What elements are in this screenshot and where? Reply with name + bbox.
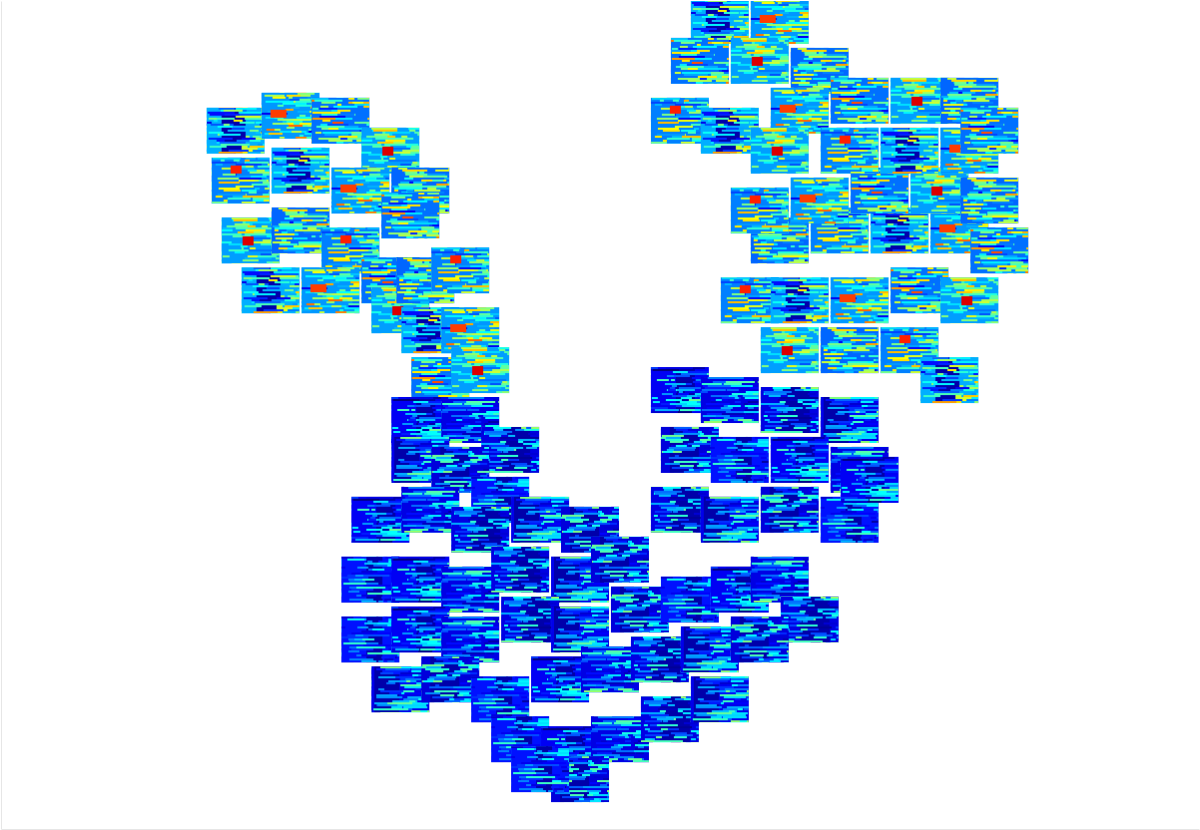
thumbnail: [701, 108, 759, 154]
thumbnail: [821, 397, 879, 443]
y-axis: [1, 2, 2, 830]
thumbnail: [711, 437, 769, 483]
thumbnail: [351, 497, 409, 543]
thumbnail: [451, 507, 509, 553]
thumbnail: [960, 108, 1018, 154]
thumbnail: [970, 227, 1028, 273]
thumbnail: [531, 656, 589, 702]
thumbnail: [581, 646, 639, 692]
thumbnail: [871, 207, 929, 253]
thumbnail: [391, 606, 449, 652]
thumbnail: [851, 168, 909, 214]
thumbnail: [511, 497, 569, 543]
thumbnail: [751, 128, 809, 174]
thumbnail: [671, 38, 729, 84]
thumbnail: [451, 347, 509, 393]
thumbnail: [731, 187, 789, 233]
thumbnail: [751, 557, 809, 603]
thumbnail: [441, 567, 499, 613]
thumbnail: [371, 666, 429, 712]
thumbnail: [301, 267, 359, 313]
thumbnail: [631, 636, 689, 682]
thumbnail: [361, 128, 419, 174]
thumbnail: [940, 277, 998, 323]
thumbnail: [401, 487, 459, 533]
thumbnail: [501, 597, 559, 643]
thumbnail: [421, 656, 479, 702]
thumbnail: [691, 676, 749, 722]
thumbnail: [272, 148, 330, 194]
thumbnail: [890, 78, 948, 124]
thumbnail: [821, 128, 879, 174]
thumbnail: [222, 217, 280, 263]
thumbnail: [920, 357, 978, 403]
plot-area: [207, 1, 1029, 802]
thumbnail: [761, 487, 819, 533]
thumbnail: [441, 307, 499, 353]
thumbnail: [771, 437, 829, 483]
thumbnail: [751, 1, 809, 44]
y-axis-line: [1, 2, 2, 830]
thumbnail: [331, 168, 389, 214]
thumbnail: [212, 158, 270, 204]
thumbnail: [681, 626, 739, 672]
thumbnail: [611, 587, 669, 633]
thumbnail: [272, 207, 330, 253]
thumbnail: [511, 746, 569, 792]
thumbnail: [691, 1, 749, 44]
thumbnail: [791, 178, 849, 224]
thumbnail: [651, 98, 709, 144]
thumbnail: [441, 616, 499, 662]
thumbnail: [431, 247, 489, 293]
thumbnail: [771, 277, 829, 323]
thumbnail: [641, 696, 699, 742]
thumbnail: [391, 397, 449, 443]
thumbnail: [821, 327, 879, 373]
thumbnail: [731, 616, 789, 662]
thumbnail: [731, 38, 789, 84]
thumbnail: [207, 108, 265, 154]
thumbnail: [821, 497, 879, 543]
thumbnail: [761, 387, 819, 433]
thumbnail: [771, 88, 829, 134]
thumbnail: [960, 178, 1018, 224]
thumbnail: [341, 616, 399, 662]
thumbnail: [661, 427, 719, 473]
thumbnail: [591, 537, 649, 583]
thumbnail: [651, 367, 709, 413]
thumbnail: [262, 93, 320, 139]
thumbnail: [721, 277, 779, 323]
thumbnail: [341, 557, 399, 603]
x-axis-line: [2, 829, 1200, 830]
thumbnail: [781, 597, 839, 643]
thumbnail: [831, 78, 889, 124]
thumbnail: [311, 98, 369, 144]
thumbnail: [381, 192, 439, 238]
thumbnail: [910, 168, 968, 214]
thumbnail: [890, 267, 948, 313]
thumbnail: [651, 487, 709, 533]
thumbnail: [841, 457, 899, 503]
thumbnail: [591, 716, 649, 762]
thumbnail: [761, 327, 819, 373]
thumbnail: [701, 377, 759, 423]
thumbnail: [551, 606, 609, 652]
thumbnail: [391, 557, 449, 603]
thumbnail: [701, 497, 759, 543]
x-axis: [2, 829, 1200, 830]
thumbnail: [471, 676, 529, 722]
thumbnail: [242, 267, 300, 313]
thumbnail: [831, 277, 889, 323]
thumbnail: [491, 547, 549, 593]
thumbnail: [880, 128, 938, 174]
thumbnail: [661, 577, 719, 623]
thumbnail: [481, 427, 539, 473]
chart: [0, 0, 1200, 830]
